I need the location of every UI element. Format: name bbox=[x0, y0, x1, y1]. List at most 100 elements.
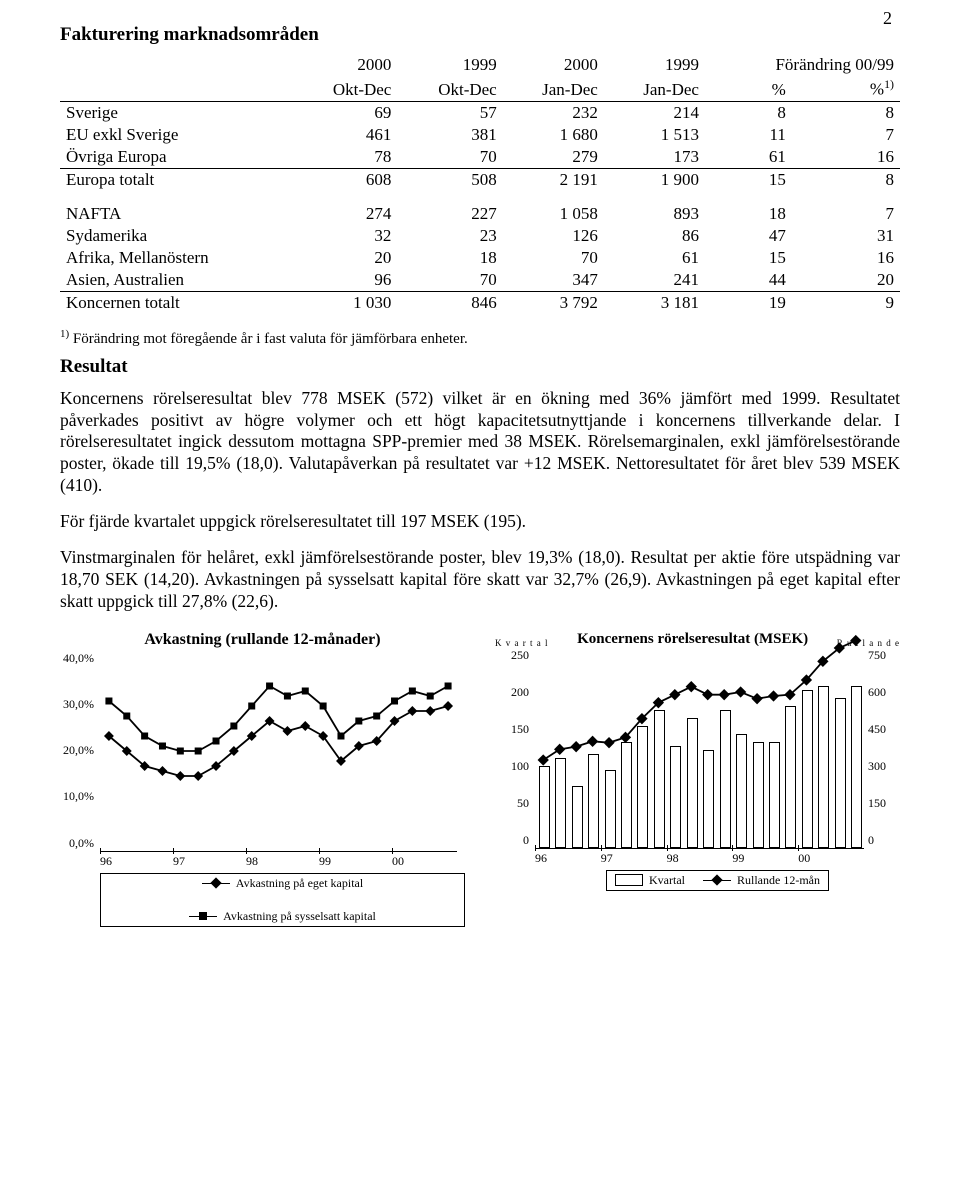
cell: 279 bbox=[503, 146, 604, 169]
cell: 7 bbox=[792, 203, 900, 225]
x-tick-label: 97 bbox=[601, 851, 667, 866]
return-chart-legend: Avkastning på eget kapital Avkastning på… bbox=[100, 873, 465, 927]
cell: 16 bbox=[792, 146, 900, 169]
row-label: Europa totalt bbox=[60, 168, 292, 191]
y-tick-label: 200 bbox=[495, 685, 529, 700]
y-tick-label: 10,0% bbox=[60, 789, 94, 804]
y-tick-label: 40,0% bbox=[60, 651, 94, 666]
cell: 78 bbox=[292, 146, 397, 169]
cell: 7 bbox=[792, 124, 900, 146]
legend-label: Kvartal bbox=[649, 873, 685, 888]
legend-eget-kapital: Avkastning på eget kapital bbox=[202, 876, 363, 891]
paragraph: För fjärde kvartalet uppgick rörelseresu… bbox=[60, 511, 900, 533]
cell: 2 191 bbox=[503, 168, 604, 191]
cell: 20 bbox=[292, 247, 397, 269]
x-tick-label: 96 bbox=[100, 854, 173, 869]
table-row: Övriga Europa78702791736116 bbox=[60, 146, 900, 169]
caption-rullande: R u l l a n d e bbox=[837, 638, 900, 648]
col-1999-full: 1999 bbox=[604, 54, 705, 76]
table-header-row-1: 2000 1999 2000 1999 Förändring 00/99 bbox=[60, 54, 900, 76]
y-tick-label: 150 bbox=[868, 796, 900, 811]
return-chart-title: Avkastning (rullande 12-månader) bbox=[60, 631, 465, 649]
table-row: Asien, Australien96703472414420 bbox=[60, 269, 900, 292]
cell: 61 bbox=[604, 247, 705, 269]
table-title: Fakturering marknadsområden bbox=[60, 24, 900, 46]
body-text: Koncernens rörelseresultat blev 778 MSEK… bbox=[60, 388, 900, 613]
legend-label: Rullande 12-mån bbox=[737, 873, 820, 888]
table-row: Afrika, Mellanöstern201870611516 bbox=[60, 247, 900, 269]
cell: 31 bbox=[792, 225, 900, 247]
col-oktdec-a: Okt-Dec bbox=[292, 76, 397, 101]
y-tick-label: 750 bbox=[868, 648, 900, 663]
cell: 70 bbox=[503, 247, 604, 269]
col-jandec-b: Jan-Dec bbox=[604, 76, 705, 101]
return-chart-area: 40,0%30,0%20,0%10,0%0,0% bbox=[100, 651, 457, 852]
x-tick-label: 96 bbox=[535, 851, 601, 866]
y-tick-label: 600 bbox=[868, 685, 900, 700]
x-tick-label: 00 bbox=[798, 851, 864, 866]
cell: 8 bbox=[792, 168, 900, 191]
legend-sysselsatt-kapital: Avkastning på sysselsatt kapital bbox=[189, 909, 376, 924]
cell: 126 bbox=[503, 225, 604, 247]
legend-label: Avkastning på eget kapital bbox=[236, 876, 363, 891]
y-tick-label: 100 bbox=[495, 759, 529, 774]
y-tick-label: 0 bbox=[495, 833, 529, 848]
y-tick-label: 30,0% bbox=[60, 697, 94, 712]
legend-rullande: Rullande 12-mån bbox=[703, 873, 820, 888]
y-tick-label: 450 bbox=[868, 722, 900, 737]
y-tick-label: 0,0% bbox=[60, 836, 94, 851]
cell: 23 bbox=[397, 225, 502, 247]
cell: 1 513 bbox=[604, 124, 705, 146]
cell: 61 bbox=[705, 146, 792, 169]
legend-kvartal: Kvartal bbox=[615, 873, 685, 888]
y-tick-label: 300 bbox=[868, 759, 900, 774]
legend-label: Avkastning på sysselsatt kapital bbox=[223, 909, 376, 924]
x-tick-label: 99 bbox=[319, 854, 392, 869]
col-jandec-a: Jan-Dec bbox=[503, 76, 604, 101]
cell: 8 bbox=[792, 101, 900, 124]
row-label: Koncernen totalt bbox=[60, 291, 292, 314]
cell: 1 900 bbox=[604, 168, 705, 191]
cell: 461 bbox=[292, 124, 397, 146]
page-number: 2 bbox=[883, 8, 892, 29]
cell: 241 bbox=[604, 269, 705, 292]
paragraph: Vinstmarginalen för helåret, exkl jämför… bbox=[60, 547, 900, 613]
table-row: NAFTA2742271 058893187 bbox=[60, 203, 900, 225]
operating-result-chart: K v a r t a l Koncernens rörelseresultat… bbox=[495, 631, 900, 927]
y-tick-label: 150 bbox=[495, 722, 529, 737]
col-pct-b: %1) bbox=[792, 76, 900, 101]
document-page: 2 Fakturering marknadsområden 2000 1999 … bbox=[0, 0, 960, 957]
col-1999q4: 1999 bbox=[397, 54, 502, 76]
y-tick-label: 50 bbox=[495, 796, 529, 811]
cell: 16 bbox=[792, 247, 900, 269]
operating-result-y-left: 250200150100500 bbox=[495, 648, 529, 848]
x-tick-label: 98 bbox=[246, 854, 319, 869]
return-chart-y-axis: 40,0%30,0%20,0%10,0%0,0% bbox=[60, 651, 94, 851]
table-row: EU exkl Sverige4613811 6801 513117 bbox=[60, 124, 900, 146]
cell: 3 181 bbox=[604, 291, 705, 314]
diamond-icon bbox=[703, 880, 731, 881]
table-row: Europa totalt6085082 1911 900158 bbox=[60, 168, 900, 191]
cell: 70 bbox=[397, 269, 502, 292]
row-label: NAFTA bbox=[60, 203, 292, 225]
cell: 70 bbox=[397, 146, 502, 169]
row-label: Sverige bbox=[60, 101, 292, 124]
col-2000q4: 2000 bbox=[292, 54, 397, 76]
return-chart-lines bbox=[100, 651, 457, 851]
row-label: Sydamerika bbox=[60, 225, 292, 247]
cell: 846 bbox=[397, 291, 502, 314]
cell: 1 680 bbox=[503, 124, 604, 146]
bar-icon bbox=[615, 874, 643, 886]
cell: 608 bbox=[292, 168, 397, 191]
table-row: Koncernen totalt1 0308463 7923 181199 bbox=[60, 291, 900, 314]
cell: 18 bbox=[705, 203, 792, 225]
cell: 508 bbox=[397, 168, 502, 191]
col-change: Förändring 00/99 bbox=[705, 54, 900, 76]
market-areas-table: 2000 1999 2000 1999 Förändring 00/99 Okt… bbox=[60, 54, 900, 314]
col-2000-full: 2000 bbox=[503, 54, 604, 76]
cell: 173 bbox=[604, 146, 705, 169]
cell: 227 bbox=[397, 203, 502, 225]
cell: 3 792 bbox=[503, 291, 604, 314]
cell: 57 bbox=[397, 101, 502, 124]
operating-result-legend: Kvartal Rullande 12-mån bbox=[606, 870, 829, 891]
